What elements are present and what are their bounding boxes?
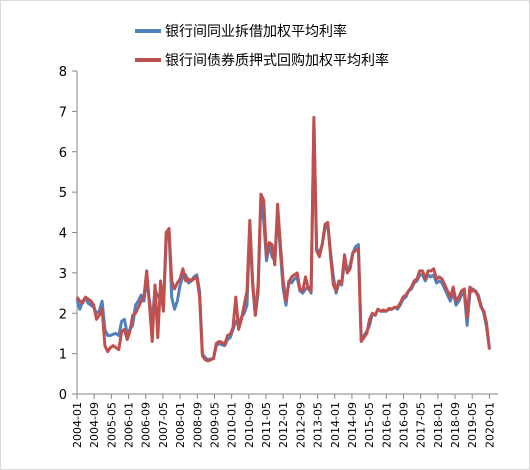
x-tick-label: 2018-01	[432, 402, 445, 448]
x-tick-label: 2004-09	[88, 402, 101, 448]
x-tick-label: 2013-05	[312, 402, 325, 448]
y-axis-ticks: 0 1 2 3 4 5 6 7 8	[59, 65, 77, 403]
y-tick-label: 3	[59, 267, 67, 282]
x-tick-label: 2005-05	[105, 402, 118, 448]
x-tick-label: 2010-09	[243, 402, 256, 448]
legend-label-series-1: 银行间同业拆借加权平均利率	[165, 23, 347, 40]
x-tick-label: 2007-05	[157, 402, 170, 448]
x-tick-label: 2012-01	[277, 402, 290, 448]
x-tick-label: 2009-05	[208, 402, 221, 448]
legend: 银行间同业拆借加权平均利率 银行间债券质押式回购加权平均利率	[135, 23, 389, 69]
x-tick-label: 2008-09	[191, 402, 204, 448]
x-tick-label: 2018-09	[449, 402, 462, 448]
x-tick-label: 2016-01	[380, 402, 393, 448]
x-tick-label: 2006-01	[123, 402, 136, 448]
x-tick-label: 2017-05	[415, 402, 428, 448]
series-line-1	[75, 122, 491, 362]
y-tick-label: 0	[59, 388, 67, 403]
x-tick-label: 2019-05	[466, 402, 479, 448]
x-tick-label: 2020-01	[483, 402, 496, 448]
series-line-2	[75, 115, 491, 363]
x-tick-label: 2008-01	[174, 402, 187, 448]
x-tick-label: 2006-09	[140, 402, 153, 448]
y-tick-label: 7	[59, 105, 67, 120]
y-tick-label: 4	[59, 227, 67, 242]
x-tick-label: 2011-05	[260, 402, 273, 448]
x-tick-label: 2014-09	[346, 402, 359, 448]
x-tick-label: 2014-01	[329, 402, 342, 448]
legend-label-series-2: 银行间债券质押式回购加权平均利率	[165, 52, 389, 69]
x-tick-label: 2012-09	[294, 402, 307, 448]
series-layer	[75, 115, 491, 363]
x-tick-label: 2004-01	[71, 402, 84, 448]
x-tick-label: 2015-05	[363, 402, 376, 448]
y-tick-label: 5	[59, 186, 67, 201]
y-tick-label: 2	[59, 307, 67, 322]
y-tick-label: 6	[59, 146, 67, 161]
x-axis-ticks: 2004-01 2004-09 2005-05 2006-01 2006-09 2007-…	[71, 394, 496, 448]
x-tick-label: 2010-01	[226, 402, 239, 448]
y-tick-label: 8	[59, 65, 67, 80]
y-tick-label: 1	[59, 348, 67, 363]
x-tick-label: 2016-09	[397, 402, 410, 448]
